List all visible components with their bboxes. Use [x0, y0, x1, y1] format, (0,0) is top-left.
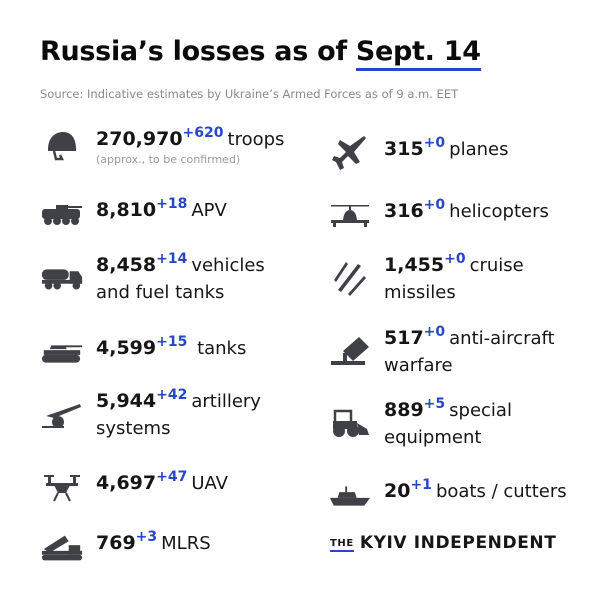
stat-value: 8,810 — [96, 199, 157, 221]
stat-value: 4,697 — [96, 472, 157, 494]
stat-delta: +42 — [156, 387, 188, 403]
stat-label: anti-aircraft — [449, 328, 555, 349]
fuel-truck-icon — [40, 260, 84, 296]
mlrs-icon — [40, 530, 84, 566]
stat-artillery: 5,944+42 artillery systems — [40, 387, 261, 442]
stat-label: helicopters — [449, 201, 549, 222]
helmet-icon — [40, 128, 84, 164]
stat-boats: 20+1 boats / cutters — [328, 477, 567, 514]
stat-label: vehicles — [191, 255, 265, 276]
stat-label: tanks — [197, 338, 247, 359]
stat-cruise-missiles: 1,455+0 cruise missiles — [328, 251, 524, 306]
stat-troops: 270,970+620 troops (approx., to be confir… — [40, 125, 285, 166]
stat-value: 889 — [384, 399, 424, 421]
helicopter-icon — [328, 198, 372, 234]
stat-delta: +47 — [156, 469, 188, 485]
stat-label: boats / cutters — [435, 481, 567, 502]
apv-icon — [40, 197, 84, 233]
stat-apv: 8,810+18 APV — [40, 196, 227, 233]
stat-note: (approx., to be confirmed) — [96, 153, 241, 166]
stat-delta: +0 — [444, 251, 466, 267]
stat-value: 270,970 — [96, 128, 183, 150]
stat-mlrs: 769+3 MLRS — [40, 529, 211, 566]
stat-value: 4,599 — [96, 337, 157, 359]
plane-icon — [328, 136, 372, 172]
stat-delta: +0 — [423, 197, 446, 213]
stat-label-line2: warfare — [384, 355, 453, 376]
stat-label: special — [449, 400, 512, 421]
stat-label: MLRS — [161, 533, 211, 554]
stat-value: 20 — [384, 480, 411, 502]
stat-planes: 315+0 planes — [328, 135, 509, 172]
stat-label: artillery — [191, 391, 261, 412]
stat-value: 316 — [384, 200, 424, 222]
drone-icon — [40, 470, 84, 506]
anti-aircraft-icon — [328, 333, 372, 369]
page-title: Russia’s losses as of Sept. 14 — [40, 36, 481, 67]
stat-label: UAV — [191, 473, 228, 494]
stat-tanks: 4,599+15 tanks — [40, 334, 247, 371]
title-date: Sept. 14 — [355, 36, 481, 67]
stat-special-equipment: 889+5 special equipment — [328, 396, 512, 451]
artillery-icon — [40, 398, 84, 434]
kyiv-independent-logo: THE KYIV INDEPENDENT — [330, 533, 556, 553]
stat-delta: +1 — [410, 477, 432, 493]
stat-label: APV — [191, 200, 227, 221]
missile-icon — [328, 260, 372, 296]
stat-delta: +3 — [135, 529, 158, 545]
stat-delta: +15 — [156, 334, 188, 350]
stat-label-line2: missiles — [384, 282, 456, 303]
stat-value: 8,458 — [96, 254, 157, 276]
loader-icon — [328, 405, 372, 441]
stat-value: 5,944 — [96, 390, 157, 412]
stat-delta: +0 — [423, 135, 446, 151]
stat-label: troops — [227, 129, 285, 150]
stat-vehicles: 8,458+14 vehicles and fuel tanks — [40, 251, 265, 306]
logo-name: KYIV INDEPENDENT — [359, 533, 557, 553]
stat-label-line2: and fuel tanks — [96, 282, 225, 303]
stat-delta: +18 — [156, 196, 188, 212]
stat-delta: +620 — [182, 125, 224, 141]
title-prefix: Russia’s losses as of — [40, 36, 356, 67]
stat-label-line2: equipment — [384, 427, 482, 448]
stat-label: planes — [449, 139, 509, 160]
stat-value: 517 — [384, 327, 424, 349]
stat-delta: +0 — [423, 324, 446, 340]
source-note: Source: Indicative estimates by Ukraine’… — [40, 87, 459, 101]
tank-icon — [40, 335, 84, 371]
logo-the: THE — [330, 537, 354, 552]
stat-value: 1,455 — [384, 254, 445, 276]
stat-uav: 4,697+47 UAV — [40, 469, 228, 506]
ship-icon — [328, 478, 372, 514]
stat-delta: +5 — [423, 396, 446, 412]
stat-value: 769 — [96, 532, 136, 554]
stat-delta: +14 — [156, 251, 188, 267]
stat-anti-aircraft: 517+0 anti-aircraft warfare — [328, 324, 555, 379]
stat-value: 315 — [384, 138, 424, 160]
stat-label-line2: systems — [96, 418, 171, 439]
stat-helicopters: 316+0 helicopters — [328, 197, 549, 234]
stat-label: cruise — [469, 255, 524, 276]
